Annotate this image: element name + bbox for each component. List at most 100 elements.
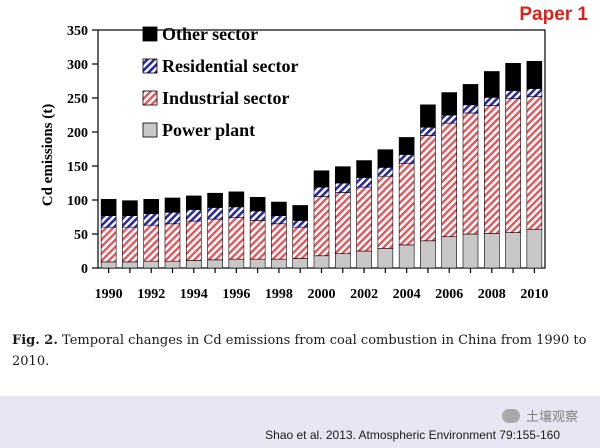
- bar-segment: [143, 199, 160, 214]
- bar-segment: [100, 226, 117, 263]
- x-tick-label: 1994: [180, 287, 208, 302]
- bar-segment: [185, 195, 202, 210]
- bar-segment: [122, 261, 138, 269]
- bar-segment: [292, 226, 309, 259]
- bar-segment: [292, 258, 309, 269]
- bars: [100, 60, 543, 269]
- figure-caption: Fig. 2. Temporal changes in Cd emissions…: [12, 330, 592, 372]
- bar-segment: [462, 104, 479, 114]
- bar-segment: [356, 186, 372, 252]
- bar-segment: [228, 217, 245, 260]
- bar-segment: [207, 207, 223, 220]
- bar-segment: [207, 218, 223, 261]
- legend-swatch: [142, 90, 158, 106]
- bar-segment: [334, 253, 351, 269]
- legend-label: Residential sector: [162, 56, 298, 76]
- bar-segment: [185, 209, 202, 222]
- bar-segment: [334, 192, 351, 255]
- axes: 0 50 100 150 200 250 300 350 1990 1992 1994 1996 199…: [67, 24, 548, 302]
- bar-segment: [185, 220, 202, 261]
- bar-segment: [228, 206, 245, 218]
- bar-segment: [526, 88, 543, 97]
- bar-segment: [143, 213, 160, 226]
- x-tick-label: 1990: [95, 287, 123, 302]
- bar-segment: [526, 228, 543, 269]
- bar-segment: [164, 260, 181, 269]
- bar-segment: [462, 112, 479, 235]
- bar-segment: [526, 60, 543, 89]
- bar-segment: [441, 122, 458, 238]
- bar-segment: [271, 223, 287, 260]
- y-axis-label: Cd emissions (t): [40, 104, 56, 207]
- bar-segment: [185, 260, 202, 269]
- bar-segment: [271, 201, 287, 216]
- bar-segment: [377, 247, 394, 269]
- bar-segment: [164, 211, 181, 225]
- x-tick-label: 1998: [265, 287, 293, 302]
- legend-label: Other sector: [162, 24, 258, 44]
- y-tick-label: 200: [67, 126, 88, 141]
- x-tick-label: 2006: [435, 287, 463, 302]
- citation: Shao et al. 2013. Atmospheric Environmen…: [265, 428, 560, 442]
- x-tick-label: 2010: [520, 287, 548, 302]
- bar-segment: [462, 233, 479, 269]
- x-tick-label: 2002: [350, 287, 378, 302]
- y-tick-label: 100: [67, 194, 88, 209]
- x-tick-label: 2008: [478, 287, 506, 302]
- bar-segment: [143, 260, 160, 269]
- y-tick-label: 0: [81, 262, 88, 277]
- bar-segment: [334, 182, 351, 193]
- bar-segment: [249, 220, 266, 260]
- bar-segment: [313, 196, 330, 257]
- watermark: 土壤观察: [501, 406, 578, 425]
- bar-segment: [377, 167, 394, 177]
- bar-segment: [420, 135, 436, 242]
- y-tick-label: 50: [74, 228, 88, 243]
- x-tick-label: 2004: [393, 287, 421, 302]
- footer-bar: 土壤观察 Shao et al. 2013. Atmospheric Envir…: [0, 396, 600, 448]
- bar-segment: [420, 104, 436, 128]
- bar-segment: [122, 215, 138, 228]
- bar-segment: [441, 114, 458, 124]
- bar-segment: [249, 196, 266, 212]
- bar-segment: [249, 258, 266, 269]
- bar-segment: [292, 205, 309, 221]
- x-tick-label: 2000: [308, 287, 336, 302]
- bar-segment: [100, 261, 117, 269]
- y-tick-label: 300: [67, 58, 88, 73]
- bar-segment: [228, 258, 245, 269]
- bar-segment: [441, 92, 458, 116]
- bar-segment: [420, 126, 436, 136]
- x-tick-label: 1992: [137, 287, 165, 302]
- bar-segment: [292, 220, 309, 228]
- bar-segment: [483, 71, 500, 98]
- watermark-text: 土壤观察: [525, 410, 578, 425]
- bar-segment: [505, 63, 521, 91]
- bar-segment: [100, 199, 117, 216]
- bar-segment: [143, 224, 160, 262]
- bar-segment: [164, 197, 181, 213]
- y-tick-label: 150: [67, 160, 88, 175]
- legend-swatch: [142, 122, 158, 138]
- x-tick-label: 1996: [222, 287, 250, 302]
- bar-segment: [249, 210, 266, 221]
- legend-label: Industrial sector: [162, 88, 290, 108]
- bar-segment: [462, 84, 479, 106]
- y-tick-label: 250: [67, 92, 88, 107]
- bar-segment: [122, 226, 138, 263]
- bar-segment: [398, 162, 415, 246]
- bar-segment: [377, 149, 394, 168]
- bar-segment: [271, 258, 287, 269]
- bar-segment: [313, 255, 330, 269]
- bar-segment: [356, 177, 372, 188]
- bar-segment: [271, 215, 287, 225]
- chart: 0 50 100 150 200 250 300 350 1990 1992 1994 1996 199…: [40, 24, 548, 302]
- caption-text: Temporal changes in Cd emissions from co…: [12, 333, 587, 369]
- legend: Other sector Residential sector Industrial…: [142, 24, 298, 140]
- bar-segment: [100, 215, 117, 228]
- paper-label: Paper 1: [519, 4, 588, 25]
- bar-segment: [483, 105, 500, 234]
- y-tick-label: 350: [67, 24, 88, 39]
- legend-label: Power plant: [162, 120, 255, 140]
- bar-segment: [207, 192, 223, 208]
